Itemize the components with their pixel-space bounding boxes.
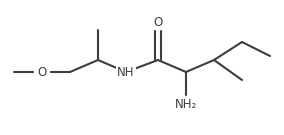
Text: NH: NH bbox=[117, 65, 135, 78]
Text: O: O bbox=[153, 16, 163, 28]
Text: O: O bbox=[37, 65, 47, 78]
Text: NH₂: NH₂ bbox=[175, 97, 197, 111]
